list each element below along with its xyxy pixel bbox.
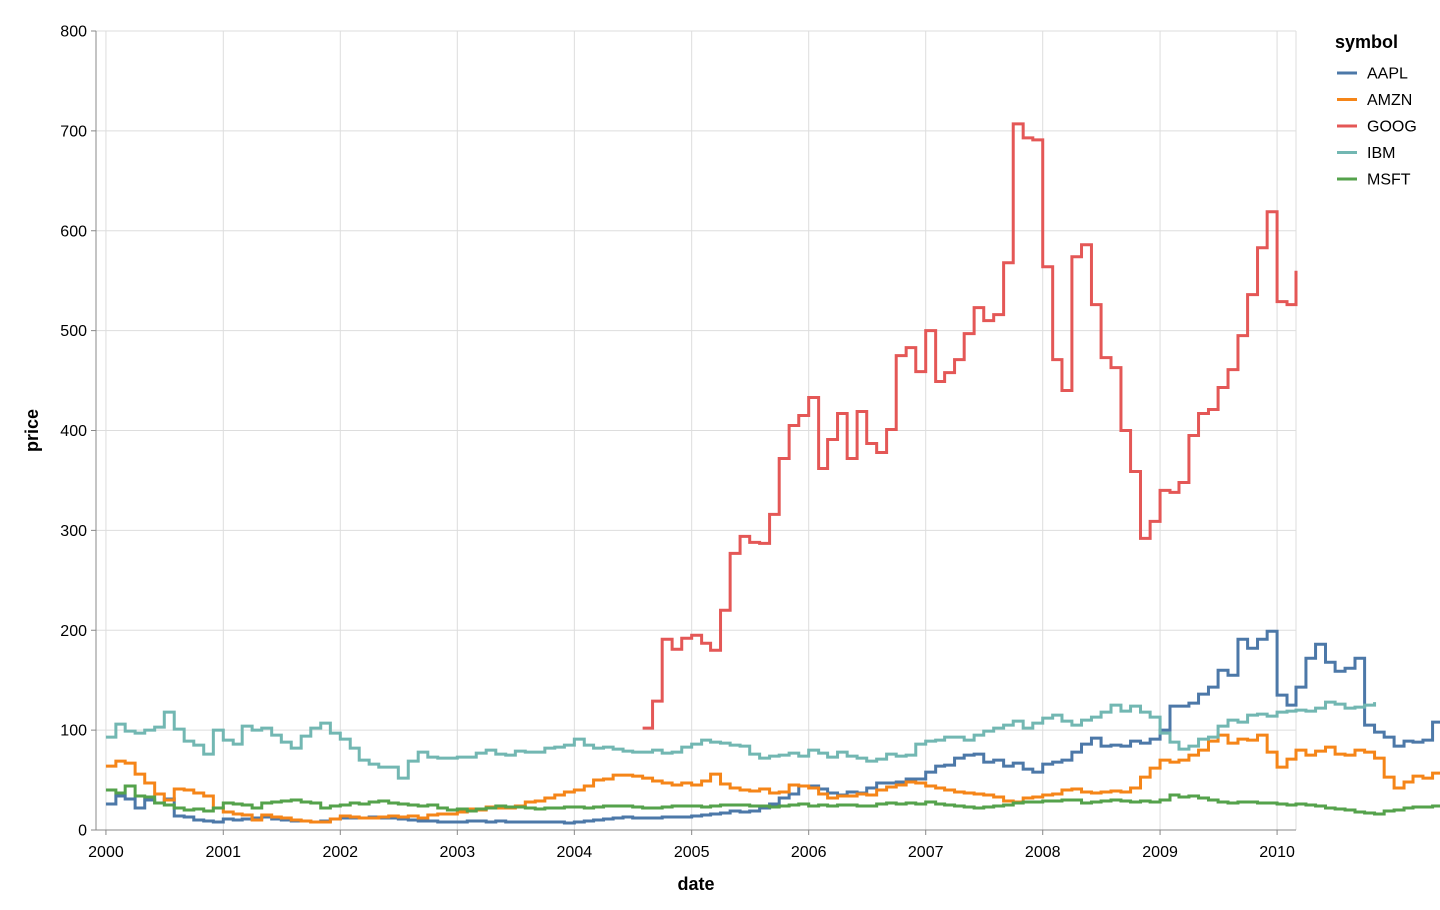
grid bbox=[96, 30, 1297, 831]
x-tick-label: 2003 bbox=[440, 844, 476, 861]
x-tick-label: 2007 bbox=[908, 844, 944, 861]
y-tick-label: 800 bbox=[60, 24, 87, 41]
x-tick-label: 2005 bbox=[674, 844, 710, 861]
x-tick-label: 2010 bbox=[1259, 844, 1295, 861]
legend-label-msft: MSFT bbox=[1367, 172, 1411, 189]
series-line-goog bbox=[642, 122, 1298, 730]
y-axis-title: price bbox=[22, 409, 42, 452]
series-lines bbox=[105, 122, 1440, 825]
series-line-msft bbox=[105, 784, 1440, 816]
y-tick-label: 100 bbox=[60, 723, 87, 740]
x-axis-title: date bbox=[677, 874, 714, 894]
x-tick-label: 2001 bbox=[205, 844, 241, 861]
x-tick-label: 2000 bbox=[88, 844, 124, 861]
x-tick-label: 2008 bbox=[1025, 844, 1061, 861]
y-tick-label: 600 bbox=[60, 223, 87, 240]
series-line-aapl bbox=[105, 629, 1440, 825]
x-tick-label: 2002 bbox=[322, 844, 358, 861]
y-tick-label: 0 bbox=[78, 823, 87, 840]
legend: symbol AAPL AMZN GOOG IBM MSFT bbox=[1335, 32, 1417, 189]
axes: 0 100 200 300 400 500 600 700 800 2000 2001 2002 200… bbox=[60, 24, 1296, 861]
legend-label-aapl: AAPL bbox=[1367, 66, 1408, 83]
y-tick-label: 700 bbox=[60, 123, 87, 140]
y-tick-label: 200 bbox=[60, 623, 87, 640]
legend-label-amzn: AMZN bbox=[1367, 92, 1412, 109]
y-tick-label: 400 bbox=[60, 423, 87, 440]
legend-label-ibm: IBM bbox=[1367, 145, 1395, 162]
x-tick-label: 2009 bbox=[1142, 844, 1178, 861]
legend-title: symbol bbox=[1335, 32, 1398, 52]
y-tick-label: 500 bbox=[60, 323, 87, 340]
x-tick-label: 2004 bbox=[557, 844, 593, 861]
y-tick-label: 300 bbox=[60, 523, 87, 540]
legend-label-goog: GOOG bbox=[1367, 119, 1417, 136]
x-tick-label: 2006 bbox=[791, 844, 827, 861]
series-line-amzn bbox=[105, 733, 1440, 824]
series-line-ibm bbox=[105, 700, 1377, 780]
